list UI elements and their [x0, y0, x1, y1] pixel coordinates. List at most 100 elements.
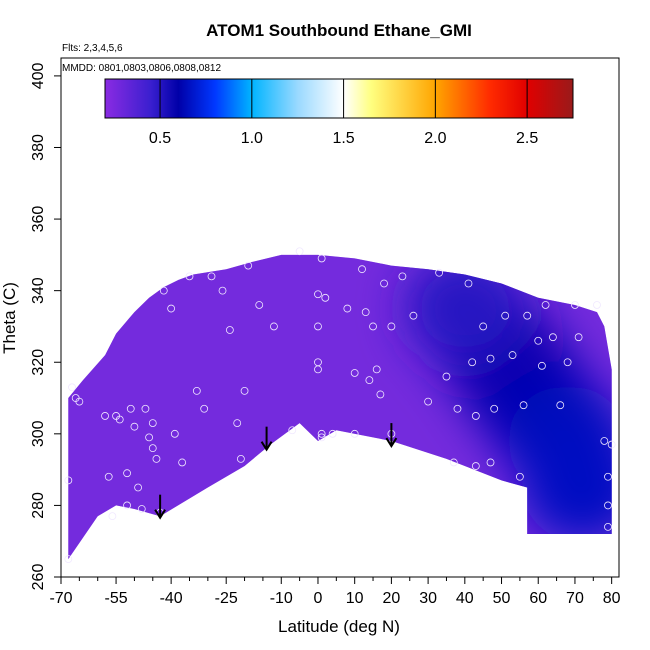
data-point — [563, 358, 572, 367]
data-point — [343, 304, 352, 313]
data-point — [178, 458, 187, 467]
data-point — [468, 358, 477, 367]
data-point — [508, 351, 517, 359]
y-tick-label: 260 — [30, 564, 47, 591]
data-point — [167, 304, 176, 313]
data-point — [471, 412, 480, 420]
data-point — [321, 293, 330, 302]
data-point — [574, 333, 583, 342]
data-point — [538, 361, 546, 370]
data-point — [270, 322, 278, 331]
data-point — [192, 386, 201, 395]
data-point — [126, 404, 135, 413]
flight-arrow — [260, 426, 273, 452]
data-point — [523, 311, 532, 320]
data-point — [68, 383, 76, 392]
data-point — [240, 386, 249, 395]
data-point — [288, 426, 297, 435]
data-point — [317, 429, 326, 438]
data-point — [233, 419, 242, 427]
data-point — [104, 472, 113, 481]
y-tick-label: 400 — [30, 62, 47, 89]
data-point — [398, 272, 407, 281]
x-tick-label: 40 — [456, 590, 474, 607]
data-point — [145, 433, 154, 442]
x-tick-label: 0 — [314, 590, 323, 607]
data-point — [604, 522, 612, 531]
x-tick-label: 70 — [566, 590, 584, 607]
data-point — [328, 429, 337, 438]
x-tick-label: 60 — [529, 590, 547, 607]
colorbar-tick-label: 1.0 — [241, 130, 263, 147]
data-point — [236, 454, 245, 463]
data-point — [435, 268, 444, 277]
data-point — [148, 444, 157, 453]
data-point — [314, 290, 322, 299]
colorbar: 0.5 1.0 1.5 2.0 2.5 — [104, 78, 574, 147]
x-axis-label: Latitude (deg N) — [278, 617, 400, 636]
data-point — [549, 333, 557, 342]
data-point — [464, 279, 473, 288]
data-point — [369, 322, 377, 331]
y-tick-label: 340 — [30, 277, 47, 304]
data-point — [453, 404, 462, 413]
data-point — [64, 476, 73, 485]
y-tick-label: 380 — [30, 134, 47, 161]
x-tick-label: 20 — [382, 590, 400, 607]
data-point — [604, 501, 612, 510]
data-point — [123, 469, 131, 478]
data-point — [534, 336, 543, 345]
data-point — [515, 472, 524, 481]
data-point — [361, 308, 370, 317]
data-point — [490, 404, 499, 413]
data-point — [350, 429, 359, 438]
data-point — [600, 437, 609, 445]
data-point — [442, 372, 451, 381]
data-point — [486, 354, 495, 363]
data-point — [218, 286, 227, 295]
y-tick-label: 360 — [30, 206, 47, 233]
data-point — [365, 376, 374, 385]
x-tick-label: 10 — [346, 590, 364, 607]
data-point — [314, 322, 322, 331]
data-point — [148, 419, 157, 427]
value-region-5 — [404, 254, 525, 364]
dates-label: MMDD: 0801,0803,0806,0808,0812 — [62, 63, 221, 74]
data-point — [130, 422, 139, 431]
data-point — [137, 505, 146, 513]
data-point — [141, 404, 150, 413]
colorbar-tick-label: 2.5 — [516, 130, 538, 147]
data-point — [358, 265, 366, 274]
data-point — [75, 397, 84, 406]
data-point — [134, 483, 142, 492]
data-point — [449, 458, 458, 467]
data-point — [317, 433, 326, 442]
data-point — [170, 429, 179, 438]
data-point — [123, 501, 131, 510]
x-tick-label: -40 — [160, 590, 183, 607]
colorbar-tick-label: 0.5 — [149, 130, 171, 147]
data-point — [372, 365, 381, 374]
data-point — [501, 311, 510, 320]
colorbar-tick-label: 1.5 — [332, 130, 354, 147]
data-point — [593, 301, 601, 309]
data-point — [479, 322, 488, 331]
x-tick-label: 80 — [603, 590, 621, 607]
x-tick-label: 50 — [493, 590, 511, 607]
data-point — [295, 247, 304, 256]
data-point — [244, 261, 253, 270]
data-point — [314, 365, 322, 374]
data-point — [424, 397, 433, 406]
data-point — [255, 301, 264, 309]
y-tick-label: 280 — [30, 492, 47, 519]
data-point — [387, 322, 396, 331]
data-point — [350, 369, 359, 377]
colorbar-gradient — [104, 78, 574, 119]
heatmap-field — [64, 247, 616, 564]
data-point — [604, 472, 612, 481]
data-point — [101, 412, 109, 420]
data-point — [207, 272, 216, 281]
chart-title: ATOM1 Southbound Ethane_GMI — [206, 21, 472, 40]
data-point — [115, 415, 124, 424]
